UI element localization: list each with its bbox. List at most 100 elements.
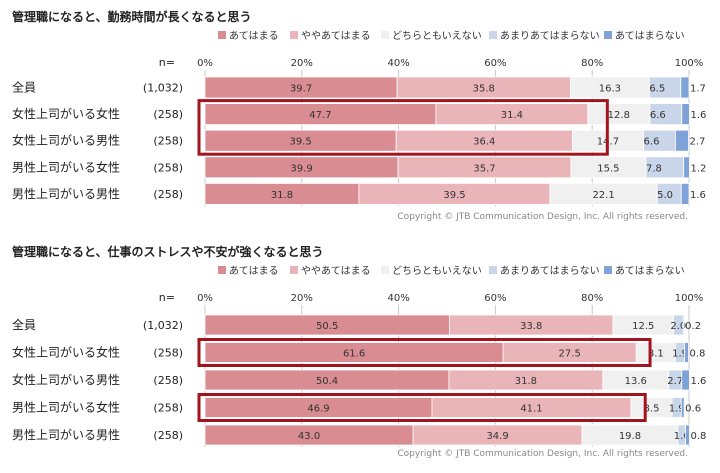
bar-value-label: 19.8 <box>619 431 641 442</box>
bar-value-label: 13.6 <box>625 376 647 387</box>
axis-tick-60: 60% <box>484 293 506 304</box>
row-label: 女性上司がいる女性 <box>12 106 120 121</box>
legend-swatch-5 <box>604 266 612 274</box>
bar-value-label: 2.0 <box>670 321 686 332</box>
row-n: (258) <box>153 188 183 201</box>
bar-value-label: 36.4 <box>473 137 495 148</box>
bar-value-label: 35.7 <box>473 163 495 174</box>
axis-tick-60: 60% <box>484 58 506 69</box>
row-n: (258) <box>153 161 183 174</box>
n-label: n= <box>159 291 175 304</box>
n-label: n= <box>159 56 175 69</box>
legend-label-2: ややあてはまる <box>301 265 371 277</box>
bar-value-label: 8.1 <box>648 349 664 360</box>
bar-value-label: 47.7 <box>309 110 331 121</box>
row-label: 女性上司がいる男性 <box>12 372 120 387</box>
bar-segment <box>681 103 690 125</box>
bar-value-label: 1.6 <box>674 431 690 442</box>
highlight-box <box>197 393 647 422</box>
highlight-box <box>197 338 652 367</box>
legend-swatch-2 <box>290 31 298 39</box>
row-label: 男性上司がいる男性 <box>12 427 120 442</box>
bar-value-label: 1.7 <box>690 84 706 95</box>
legend-swatch-3 <box>381 266 389 274</box>
bar-value-label: 1.6 <box>690 110 706 121</box>
row-n: (258) <box>153 402 183 415</box>
bar-value-label: 0.8 <box>690 431 706 442</box>
bar-value-label: 27.5 <box>559 349 581 360</box>
row-n: (258) <box>153 429 183 442</box>
legend-label-3: どちらともいえない <box>392 265 482 277</box>
bar-value-label: 46.9 <box>307 404 329 415</box>
axis-tick-0: 0% <box>197 293 213 304</box>
bar-value-label: 22.1 <box>592 190 614 201</box>
chart-title: 管理職になると、仕事のストレスや不安が強くなると思う <box>12 244 324 259</box>
bar-value-label: 61.6 <box>343 349 365 360</box>
row-n: (258) <box>153 374 183 387</box>
row-label: 全員 <box>12 80 36 95</box>
bar-value-label: 0.2 <box>685 321 701 332</box>
legend-label-5: あてはまらない <box>615 30 685 42</box>
legend-swatch-3 <box>381 31 389 39</box>
bar-value-label: 43.0 <box>298 431 320 442</box>
axis-tick-20: 20% <box>291 293 313 304</box>
row-label: 男性上司がいる女性 <box>12 159 120 174</box>
bar-value-label: 5.0 <box>657 190 673 201</box>
row-n: (1,032) <box>143 82 183 95</box>
bar-segment <box>682 314 685 336</box>
bar-value-label: 6.6 <box>644 137 660 148</box>
bar-value-label: 1.6 <box>690 376 706 387</box>
legend-swatch-1 <box>218 31 226 39</box>
bar-value-label: 8.5 <box>644 404 660 415</box>
legend-swatch-4 <box>489 31 497 39</box>
bar-value-label: 31.4 <box>501 110 523 121</box>
bar-segment <box>680 397 685 418</box>
bar-segment <box>680 76 690 99</box>
bar-value-label: 15.5 <box>597 163 619 174</box>
bar-value-label: 39.5 <box>443 190 465 201</box>
legend-label-3: どちらともいえない <box>392 30 482 42</box>
bar-value-label: 31.8 <box>515 376 537 387</box>
bar-value-label: 50.5 <box>316 321 338 332</box>
legend-label-1: あてはまる <box>229 30 279 42</box>
bar-value-label: 0.8 <box>690 349 706 360</box>
bar-segment <box>685 424 690 446</box>
row-n: (1,032) <box>143 319 183 332</box>
row-n: (258) <box>153 108 183 121</box>
highlight-box <box>197 99 609 156</box>
row-label: 女性上司がいる男性 <box>12 133 120 148</box>
legend-swatch-5 <box>604 31 612 39</box>
bar-value-label: 2.7 <box>690 137 706 148</box>
row-label: 男性上司がいる男性 <box>12 186 120 201</box>
bar-value-label: 6.6 <box>650 110 666 121</box>
bar-segment <box>680 182 690 205</box>
bar-value-label: 6.5 <box>649 84 665 95</box>
axis-tick-40: 40% <box>387 58 409 69</box>
copyright-text: Copyright © JTB Communication Design, In… <box>397 449 688 459</box>
row-n: (258) <box>153 347 183 360</box>
row-label: 全員 <box>12 317 36 332</box>
bar-value-label: 7.8 <box>646 163 662 174</box>
axis-tick-80: 80% <box>581 58 603 69</box>
bar-value-label: 1.6 <box>690 190 706 201</box>
bar-value-label: 41.1 <box>520 404 542 415</box>
bar-value-label: 39.5 <box>289 137 311 148</box>
axis-tick-0: 0% <box>197 58 213 69</box>
row-label: 男性上司がいる女性 <box>12 400 120 415</box>
row-n: (258) <box>153 135 183 148</box>
bar-value-label: 1.9 <box>672 349 688 360</box>
legend-label-4: あまりあてはまらない <box>500 265 600 277</box>
bar-segment <box>684 342 689 363</box>
axis-tick-100: 100% <box>675 293 704 304</box>
axis-tick-20: 20% <box>291 58 313 69</box>
legend-label-2: ややあてはまる <box>301 30 371 42</box>
bar-value-label: 2.7 <box>667 376 683 387</box>
chart-title: 管理職になると、勤務時間が長くなると思う <box>12 9 252 24</box>
legend-label-1: あてはまる <box>229 265 279 277</box>
bar-segment <box>681 369 690 391</box>
bar-value-label: 31.8 <box>271 190 293 201</box>
axis-tick-40: 40% <box>387 293 409 304</box>
